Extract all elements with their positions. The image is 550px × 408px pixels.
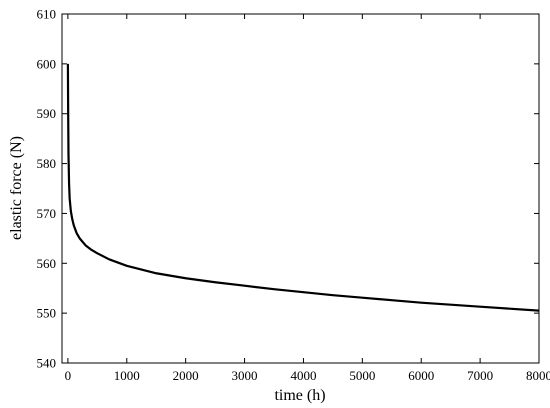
x-tick-label: 7000 <box>467 368 493 383</box>
x-tick-label: 4000 <box>290 368 316 383</box>
y-tick-label: 590 <box>37 106 57 121</box>
y-tick-label: 570 <box>37 206 57 221</box>
x-tick-label: 0 <box>65 368 72 383</box>
y-tick-label: 600 <box>37 56 57 71</box>
y-axis-title: elastic force (N) <box>8 136 25 240</box>
x-tick-label: 8000 <box>526 368 550 383</box>
x-tick-label: 2000 <box>173 368 199 383</box>
y-tick-label: 580 <box>37 156 57 171</box>
y-tick-label: 610 <box>37 7 57 22</box>
axis-tick-labels: 0 1000 2000 3000 4000 5000 6000 7000 8000 540 550 5… <box>37 7 550 384</box>
y-tick-label: 560 <box>37 256 57 271</box>
x-axis-title: time (h) <box>274 387 325 404</box>
x-tick-label: 1000 <box>114 368 140 383</box>
y-tick-label: 550 <box>37 306 57 321</box>
y-tick-label: 540 <box>37 356 57 371</box>
series-line <box>66 63 540 312</box>
x-tick-label: 5000 <box>349 368 375 383</box>
x-tick-label: 6000 <box>408 368 434 383</box>
x-tick-label: 3000 <box>232 368 258 383</box>
axis-ticks <box>62 13 540 364</box>
plot-frame <box>61 13 540 364</box>
